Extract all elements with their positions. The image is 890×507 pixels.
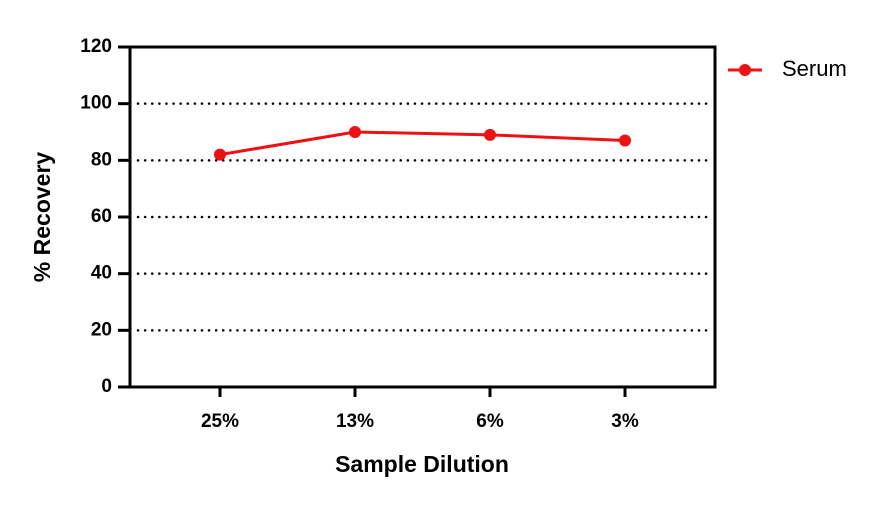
x-tick-label: 25% (201, 411, 239, 432)
y-tick-label: 60 (91, 206, 112, 227)
data-point (349, 126, 361, 138)
x-tick-label: 6% (476, 411, 504, 432)
x-axis-title: Sample Dilution (335, 451, 509, 477)
x-tick-label: 13% (336, 411, 374, 432)
plot-frame (128, 45, 717, 389)
y-tick-label: 100 (80, 93, 112, 114)
y-tick-label: 80 (91, 149, 112, 170)
x-tick-label: 3% (611, 411, 639, 432)
y-tick-label: 120 (80, 36, 112, 57)
data-point (214, 148, 226, 161)
data-point (484, 128, 496, 141)
data-point (619, 134, 631, 147)
legend-label: Serum (782, 56, 847, 81)
y-axis-title: % Recovery (29, 152, 55, 283)
y-tick-label: 40 (91, 263, 112, 284)
series-line (219, 130, 626, 157)
legend-marker (739, 64, 751, 76)
y-tick-label: 20 (91, 319, 112, 340)
y-tick-label: 0 (101, 376, 112, 397)
